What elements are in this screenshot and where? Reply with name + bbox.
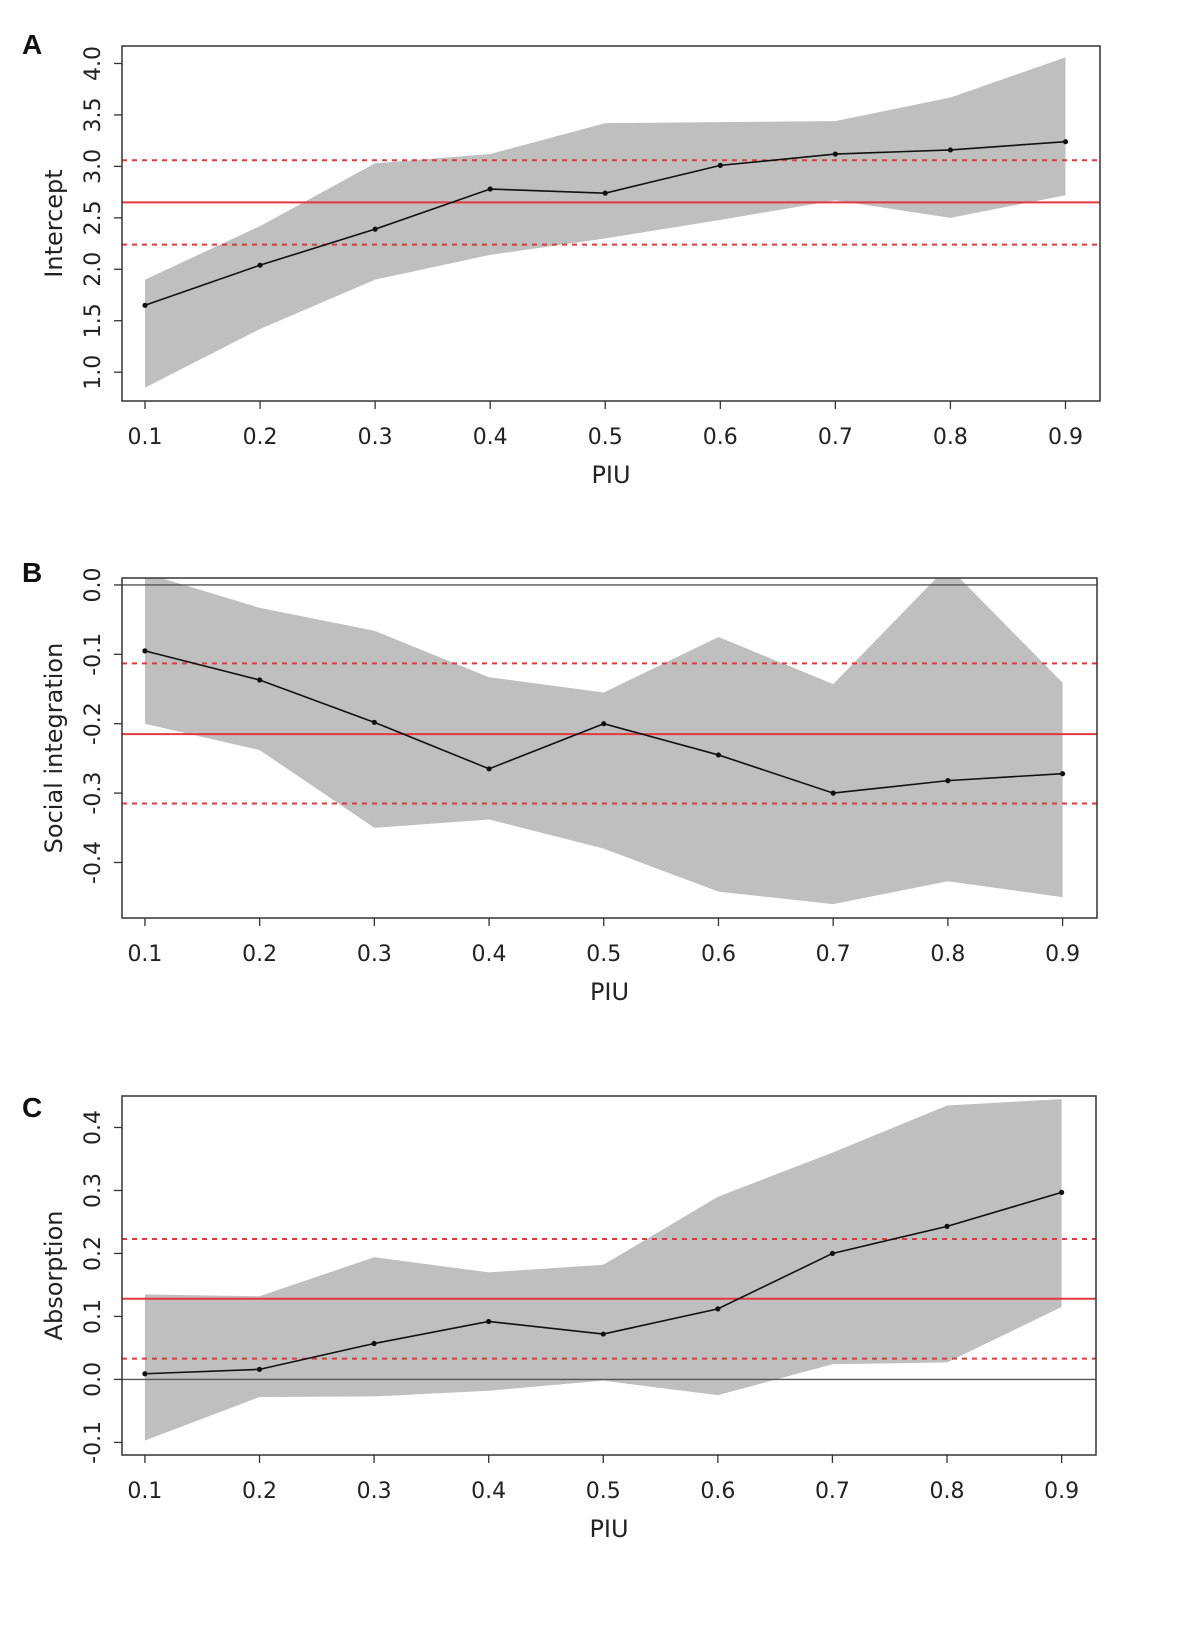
quantile-estimate-point	[257, 262, 263, 268]
quantile-estimate-point	[486, 1318, 492, 1325]
confidence-band	[144, 1099, 1062, 1441]
x-tick-label: 0.9	[1045, 942, 1080, 967]
x-tick-label: 0.7	[815, 1479, 850, 1504]
quantile-estimate-point	[486, 766, 492, 772]
panel-a-plot: 0.1 0.2 0.3 0.4 0.5 0.6 0.7 0.8 0.9 1.0 1.5 2.0 2.5 3…	[40, 45, 1101, 489]
x-tick-label: 0.5	[588, 425, 623, 450]
quantile-estimate-point	[947, 147, 954, 153]
quantile-estimate-point	[142, 302, 148, 308]
x-tick-label: 0.6	[703, 425, 738, 450]
x-tick-label: 0.4	[472, 942, 507, 967]
y-tick-label: 4.0	[81, 46, 106, 81]
y-axis-label: Intercept	[40, 169, 68, 277]
x-tick-label: 0.2	[242, 1479, 277, 1504]
quantile-estimate-point	[142, 1371, 148, 1377]
quantile-estimate-point	[715, 1306, 721, 1312]
y-tick-label: 0.1	[81, 1299, 106, 1334]
quantile-estimate-point	[829, 1250, 836, 1257]
quantile-estimate-point	[371, 1340, 377, 1347]
quantile-estimate-point	[257, 677, 263, 683]
y-tick-label: 0.0	[81, 1362, 106, 1397]
quantile-estimate-point	[602, 190, 608, 196]
quantile-estimate-point	[944, 1223, 950, 1229]
plot-frame	[121, 45, 1101, 402]
x-tick-label: 0.9	[1048, 425, 1083, 450]
x-tick-label: 0.8	[933, 425, 968, 450]
panel-b-letter: B	[22, 557, 42, 588]
panel-c: C 0.1 0.2 0.3 0.4 0.5 0.6 0.7 0.8 0.9-0.10.00.10…	[22, 1092, 1097, 1543]
x-tick-label: 0.4	[473, 425, 508, 450]
panel-c-letter: C	[22, 1092, 42, 1123]
quantile-estimate-point	[830, 790, 836, 796]
x-tick-label: 0.5	[586, 1479, 621, 1504]
x-tick-label: 0.9	[1044, 1479, 1079, 1504]
x-tick-label: 0.3	[357, 942, 392, 967]
y-tick-label: -0.2	[81, 702, 106, 745]
quantile-estimate-point	[717, 162, 723, 168]
plot-area	[122, 57, 1100, 388]
x-tick-label: 0.8	[930, 1479, 965, 1504]
panel-a: A 0.1 0.2 0.3 0.4 0.5 0.6 0.7 0.8 0.9 1.0 1.5 2.0 2.…	[22, 29, 1101, 489]
quantile-estimate-point	[372, 226, 378, 232]
y-tick-label: -0.4	[81, 841, 106, 884]
x-tick-label: 0.8	[930, 942, 965, 967]
y-tick-label: 0.2	[81, 1236, 106, 1271]
quantile-estimate-point	[1059, 771, 1066, 777]
y-tick-label: 2.5	[81, 200, 106, 235]
y-tick-label: 1.0	[81, 355, 106, 390]
plot-area	[122, 1099, 1096, 1441]
panel-b: B 0.1 0.2 0.3 0.4 0.5 0.6 0.7 0.8 0.9 -0.4 -0.3 -0.…	[22, 557, 1098, 1006]
plot-area	[122, 578, 1097, 905]
quantile-estimate-point	[142, 648, 148, 654]
x-axis-label: PIU	[590, 978, 629, 1006]
y-tick-label: -0.1	[81, 1421, 106, 1464]
y-tick-label: -0.3	[81, 772, 106, 815]
x-tick-label: 0.7	[816, 942, 851, 967]
quantile-estimate-point	[256, 1366, 263, 1372]
x-axis-label: PIU	[589, 1515, 628, 1543]
y-axis-label: Absorption	[40, 1211, 68, 1341]
quantile-estimate-point	[601, 721, 607, 727]
confidence-band	[144, 578, 1063, 905]
x-tick-label: 0.7	[818, 425, 853, 450]
x-tick-label: 0.1	[127, 1479, 162, 1504]
x-axis-label: PIU	[591, 461, 630, 489]
y-tick-label: 2.0	[81, 252, 106, 287]
panel-b-plot: 0.1 0.2 0.3 0.4 0.5 0.6 0.7 0.8 0.9 -0.4 -0.3 -0.2 -…	[40, 567, 1098, 1006]
quantile-estimate-point	[600, 1331, 606, 1337]
x-tick-label: 0.1	[128, 425, 163, 450]
plot-frame	[121, 1095, 1097, 1456]
y-tick-label: 0.0	[81, 567, 106, 602]
y-tick-label: -0.1	[81, 633, 106, 676]
y-tick-label: 0.4	[81, 1110, 106, 1145]
quantile-estimate-point	[832, 151, 838, 157]
x-tick-label: 0.6	[701, 942, 736, 967]
quantile-estimate-point	[945, 778, 951, 784]
x-tick-label: 0.5	[586, 942, 621, 967]
x-tick-label: 0.6	[700, 1479, 735, 1504]
y-tick-label: 3.5	[81, 97, 106, 132]
y-tick-label: 3.0	[81, 149, 106, 184]
panel-a-letter: A	[22, 29, 42, 60]
quantile-estimate-point	[1059, 1189, 1065, 1195]
quantile-estimate-point	[487, 186, 493, 192]
x-tick-label: 0.1	[127, 942, 162, 967]
x-tick-label: 0.3	[358, 425, 393, 450]
x-tick-label: 0.2	[242, 942, 277, 967]
x-tick-label: 0.4	[471, 1479, 506, 1504]
confidence-band	[145, 57, 1066, 388]
plot-frame	[121, 577, 1098, 919]
y-tick-label: 1.5	[81, 303, 106, 338]
quantile-estimate-point	[371, 719, 377, 725]
quantile-estimate-point	[1062, 139, 1069, 145]
quantile-estimate-point	[715, 752, 722, 758]
x-tick-label: 0.2	[243, 425, 278, 450]
panel-c-plot: 0.1 0.2 0.3 0.4 0.5 0.6 0.7 0.8 0.9 -0.1 0.0 0.1 0.2…	[40, 1095, 1097, 1543]
x-tick-label: 0.3	[357, 1479, 392, 1504]
y-tick-label: 0.3	[81, 1173, 106, 1208]
y-axis-label: Social integration	[40, 643, 68, 854]
